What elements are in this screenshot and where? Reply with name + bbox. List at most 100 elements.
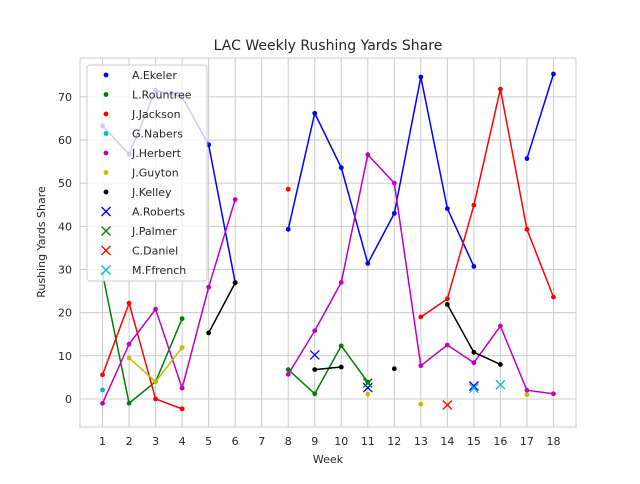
x-tick-label: 11 — [361, 435, 375, 448]
legend-entry-l-rountree: L.Rountree — [103, 89, 192, 102]
series-j-jackson — [100, 86, 556, 412]
a-ekeler-line — [526, 73, 555, 159]
legend-label: M.Ffrench — [132, 264, 186, 277]
l-rountree-point — [285, 367, 291, 372]
series-c-daniel — [442, 400, 453, 410]
legend-entry-j-kelley: J.Kelley — [103, 186, 172, 199]
j-guyton-point — [418, 401, 424, 407]
plot-frame — [79, 57, 577, 428]
j-jackson-point — [551, 294, 556, 300]
legend-label: A.Roberts — [132, 206, 185, 219]
a-roberts-point — [362, 382, 373, 393]
legend-marker — [101, 226, 111, 236]
legend-marker — [103, 170, 109, 175]
j-guyton-point — [524, 392, 530, 398]
j-herbert-point — [338, 280, 344, 285]
j-herbert-point — [100, 400, 105, 406]
legend-label: L.Rountree — [132, 89, 192, 102]
legend-marker — [103, 150, 109, 156]
legend: A.Ekeler L.Rountree J.Jackson G.Nabers J.Her… — [86, 64, 208, 282]
j-jackson-point — [126, 300, 132, 306]
legend-label: J.Kelley — [131, 186, 172, 199]
l-rountree-point — [126, 400, 132, 406]
x-tick-label: 17 — [520, 435, 534, 448]
chart-title: LAC Weekly Rushing Yards Share — [214, 38, 443, 54]
a-ekeler-point — [285, 226, 291, 232]
y-tick-label: 50 — [58, 177, 72, 190]
x-tick-label: 14 — [440, 435, 454, 448]
a-ekeler-point — [471, 264, 477, 269]
legend-marker — [103, 72, 109, 78]
x-tick-label: 2 — [126, 435, 133, 448]
legend-label: C.Daniel — [132, 245, 178, 258]
j-herbert-point — [285, 371, 291, 377]
j-kelley-point — [391, 366, 397, 372]
series-j-palmer — [362, 378, 373, 388]
x-tick-label: 6 — [232, 435, 239, 448]
j-kelley-line — [207, 282, 236, 334]
x-tick-label: 1 — [99, 435, 106, 448]
j-jackson-point — [524, 226, 530, 232]
j-jackson-point — [471, 202, 477, 208]
y-tick-labels: 0 10 20 30 40 50 60 70 — [58, 91, 72, 406]
j-herbert-point — [232, 197, 238, 202]
series — [100, 71, 556, 412]
a-roberts-point — [468, 381, 479, 391]
series-a-roberts — [309, 349, 479, 393]
j-jackson-point — [418, 314, 424, 320]
y-tick-label: 10 — [58, 350, 72, 363]
j-guyton-point — [126, 355, 132, 361]
c-daniel-point — [442, 400, 453, 410]
legend-entry-g-nabers: G.Nabers — [103, 128, 183, 141]
a-ekeler-point — [524, 156, 530, 161]
l-rountree-point — [312, 391, 318, 397]
j-herbert-point — [498, 323, 503, 329]
j-kelley-line — [314, 366, 342, 371]
a-ekeler-point — [391, 210, 397, 216]
j-jackson-point — [285, 186, 291, 192]
legend-marker — [103, 92, 109, 97]
legend-label: J.Guyton — [131, 167, 179, 180]
x-tick-label: 15 — [467, 435, 481, 448]
j-herbert-point — [179, 385, 185, 391]
legend-marker — [103, 111, 109, 117]
m-ffrench-point — [468, 383, 479, 394]
y-tick-label: 70 — [58, 91, 72, 104]
x-tick-label: 3 — [152, 435, 159, 448]
x-tick-label: 16 — [493, 435, 507, 448]
j-herbert-line — [101, 199, 236, 404]
l-rountree-line — [287, 345, 369, 395]
series-j-herbert — [100, 152, 556, 406]
x-tick-label: 4 — [179, 435, 186, 448]
legend-label: J.Herbert — [131, 147, 182, 160]
legend-label: J.Jackson — [131, 108, 181, 121]
x-tick-label: 7 — [258, 435, 265, 448]
j-herbert-point — [444, 342, 450, 348]
j-herbert-point — [391, 180, 397, 186]
a-ekeler-point — [338, 165, 344, 171]
l-rountree-point — [179, 316, 185, 322]
x-tick-label: 10 — [334, 435, 348, 448]
a-ekeler-point — [312, 110, 318, 116]
a-roberts-point — [309, 349, 320, 360]
j-herbert-point — [471, 360, 477, 366]
y-tick-label: 40 — [58, 220, 72, 233]
legend-entry-a-ekeler: A.Ekeler — [103, 69, 177, 82]
j-jackson-line — [101, 302, 183, 410]
j-herbert-point — [418, 363, 424, 369]
j-kelley-point — [338, 364, 344, 370]
j-jackson-line — [420, 88, 555, 318]
legend-marker — [101, 245, 111, 256]
j-kelley-point — [444, 302, 450, 307]
j-herbert-point — [126, 341, 132, 347]
j-kelley-point — [206, 330, 212, 336]
j-jackson-point — [179, 406, 185, 412]
j-kelley-point — [471, 349, 477, 355]
legend-entry-a-roberts: A.Roberts — [101, 206, 185, 219]
legend-entry-c-daniel: C.Daniel — [101, 245, 178, 258]
a-ekeler-line — [287, 76, 475, 267]
j-jackson-point — [444, 296, 450, 302]
j-jackson-point — [100, 372, 105, 378]
j-kelley-point — [232, 280, 238, 286]
